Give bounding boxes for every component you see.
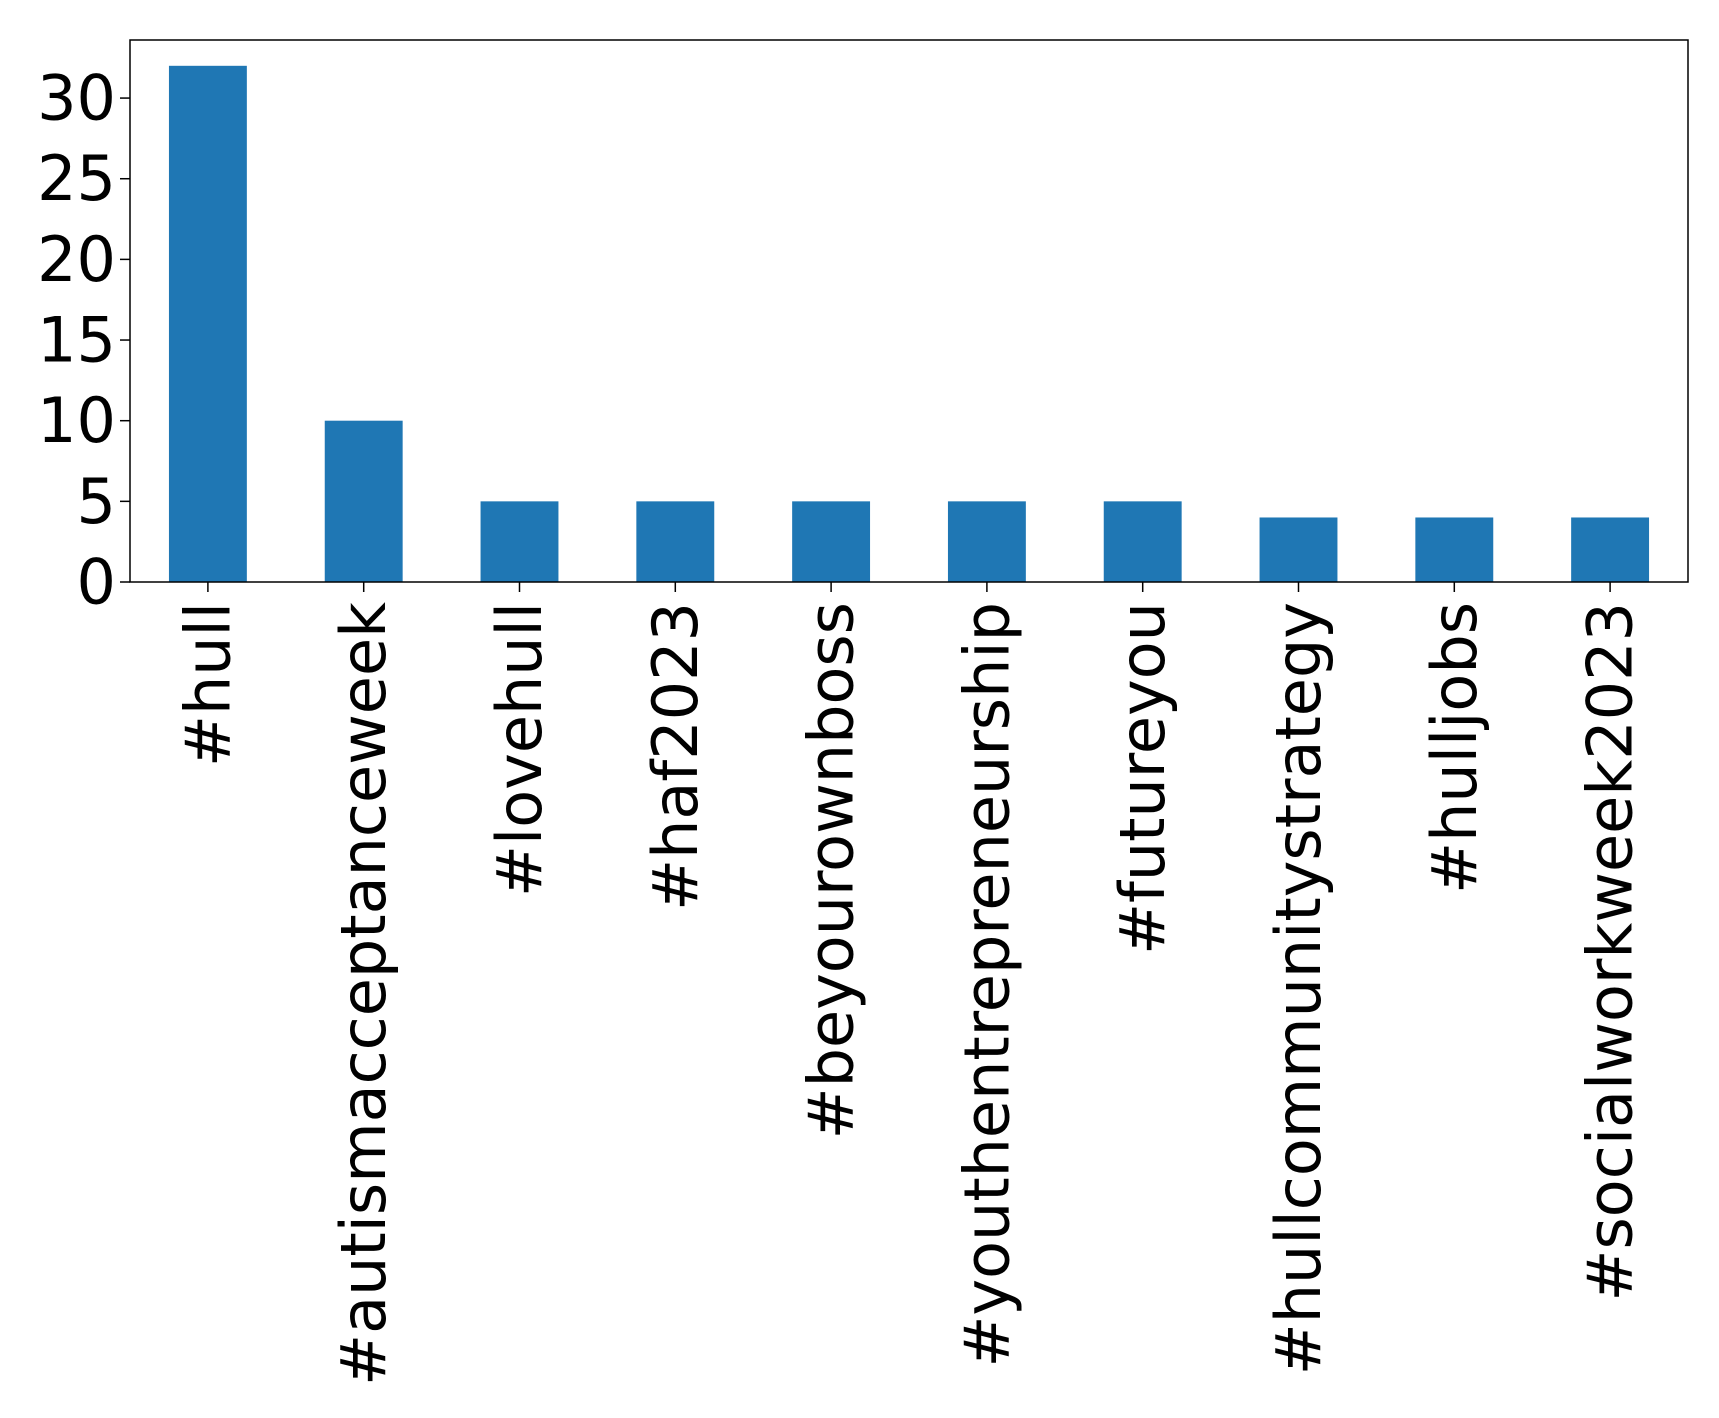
x-tick-label: #futureyou xyxy=(1106,602,1179,955)
bar xyxy=(324,420,403,582)
bar xyxy=(792,501,871,582)
x-tick-label: #haf2023 xyxy=(639,602,712,911)
x-axis: #hull #autismacceptanceweek #lovehull #haf2… xyxy=(171,582,1647,1386)
x-tick-label: #socialworkweek2023 xyxy=(1574,602,1647,1301)
bar xyxy=(168,65,247,583)
bar xyxy=(947,501,1026,582)
y-tick-label: 10 xyxy=(37,384,116,457)
x-tick-label: #autismacceptanceweek xyxy=(327,602,400,1386)
x-tick-label: #lovehull xyxy=(483,602,556,897)
x-tick-label: #hullcommunitystrategy xyxy=(1262,602,1335,1375)
bar xyxy=(1103,501,1182,582)
bar xyxy=(1571,517,1650,582)
x-tick-label: #hull xyxy=(171,602,244,767)
y-tick-label: 0 xyxy=(77,546,116,619)
bar xyxy=(1259,517,1338,582)
y-tick-label: 25 xyxy=(37,142,116,215)
bar xyxy=(636,501,715,582)
x-tick-label: #youthentrepreneurship xyxy=(950,602,1023,1368)
bar xyxy=(1415,517,1494,582)
y-tick-label: 30 xyxy=(37,62,116,135)
x-tick-label: #beyourownboss xyxy=(795,602,868,1139)
x-tick-label: #hulljobs xyxy=(1418,602,1491,894)
y-tick-label: 15 xyxy=(37,304,116,377)
y-tick-label: 5 xyxy=(77,465,116,538)
y-tick-label: 20 xyxy=(37,223,116,296)
bar xyxy=(480,501,559,582)
plot-frame xyxy=(129,39,1689,583)
bars-layer xyxy=(168,65,1650,583)
